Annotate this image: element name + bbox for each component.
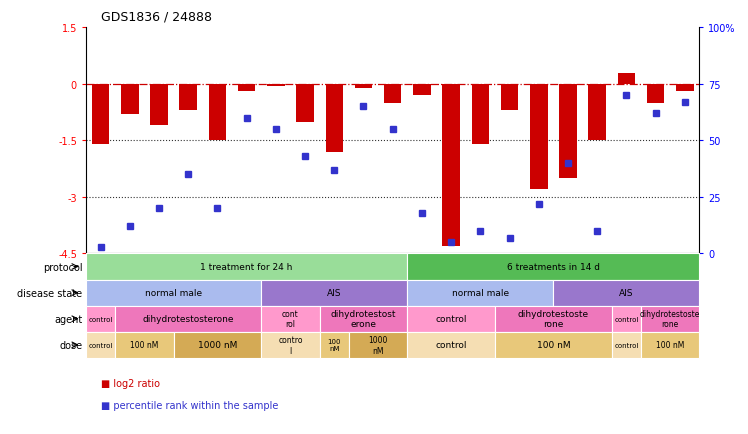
- Bar: [319, 306, 408, 332]
- Bar: [554, 280, 699, 306]
- Bar: [408, 332, 495, 358]
- Bar: [86, 254, 408, 280]
- Bar: [495, 306, 612, 332]
- Bar: [618, 73, 635, 85]
- Bar: [86, 306, 115, 332]
- Bar: [612, 306, 641, 332]
- Text: dose: dose: [59, 340, 82, 350]
- Text: control: control: [614, 342, 639, 348]
- Text: GDS1836 / 24888: GDS1836 / 24888: [101, 11, 212, 24]
- Bar: [86, 280, 261, 306]
- Text: 1000
nM: 1000 nM: [369, 335, 387, 355]
- Bar: [115, 306, 261, 332]
- Text: 6 treatments in 14 d: 6 treatments in 14 d: [507, 263, 600, 271]
- Bar: [384, 85, 402, 103]
- Bar: [500, 85, 518, 111]
- Bar: [86, 332, 115, 358]
- Bar: [641, 332, 699, 358]
- Text: control: control: [435, 315, 467, 323]
- Bar: [180, 85, 197, 111]
- Bar: [261, 280, 408, 306]
- Bar: [238, 85, 255, 92]
- Bar: [267, 85, 285, 86]
- Text: ■ log2 ratio: ■ log2 ratio: [101, 378, 160, 388]
- Bar: [174, 332, 261, 358]
- Text: cont
rol: cont rol: [282, 309, 299, 329]
- Bar: [261, 332, 319, 358]
- Bar: [92, 85, 109, 145]
- Bar: [209, 85, 226, 141]
- Bar: [261, 306, 319, 332]
- Text: 100 nM: 100 nM: [130, 341, 159, 349]
- Bar: [319, 332, 349, 358]
- Bar: [560, 85, 577, 179]
- Text: control: control: [435, 341, 467, 349]
- Text: protocol: protocol: [43, 262, 82, 272]
- Bar: [296, 85, 314, 122]
- Text: 1 treatment for 24 h: 1 treatment for 24 h: [200, 263, 293, 271]
- Bar: [349, 332, 408, 358]
- Bar: [408, 306, 495, 332]
- Text: contro
l: contro l: [278, 335, 303, 355]
- Text: 100
nM: 100 nM: [328, 339, 341, 352]
- Text: 100 nM: 100 nM: [536, 341, 570, 349]
- Bar: [495, 332, 612, 358]
- Bar: [325, 85, 343, 152]
- Bar: [647, 85, 664, 103]
- Text: AIS: AIS: [619, 289, 634, 297]
- Text: control: control: [88, 316, 113, 322]
- Bar: [408, 280, 554, 306]
- Text: disease state: disease state: [17, 288, 82, 298]
- Text: dihydrotestosterone: dihydrotestosterone: [143, 315, 234, 323]
- Bar: [676, 85, 693, 92]
- Bar: [471, 85, 489, 145]
- Bar: [115, 332, 174, 358]
- Bar: [442, 85, 460, 247]
- Text: 1000 nM: 1000 nM: [197, 341, 237, 349]
- Bar: [612, 332, 641, 358]
- Bar: [355, 85, 373, 89]
- Text: agent: agent: [54, 314, 82, 324]
- Text: normal male: normal male: [145, 289, 202, 297]
- Text: ■ percentile rank within the sample: ■ percentile rank within the sample: [101, 400, 278, 410]
- Text: control: control: [614, 316, 639, 322]
- Text: control: control: [88, 342, 113, 348]
- Bar: [408, 254, 699, 280]
- Text: 100 nM: 100 nM: [656, 341, 684, 349]
- Text: dihydrotestost
erone: dihydrotestost erone: [331, 309, 396, 329]
- Bar: [150, 85, 168, 126]
- Text: dihydrotestoste
rone: dihydrotestoste rone: [640, 309, 700, 329]
- Bar: [530, 85, 548, 190]
- Text: dihydrotestoste
rone: dihydrotestoste rone: [518, 309, 589, 329]
- Bar: [413, 85, 431, 96]
- Bar: [641, 306, 699, 332]
- Text: AIS: AIS: [327, 289, 342, 297]
- Text: normal male: normal male: [452, 289, 509, 297]
- Bar: [589, 85, 606, 141]
- Bar: [121, 85, 138, 115]
